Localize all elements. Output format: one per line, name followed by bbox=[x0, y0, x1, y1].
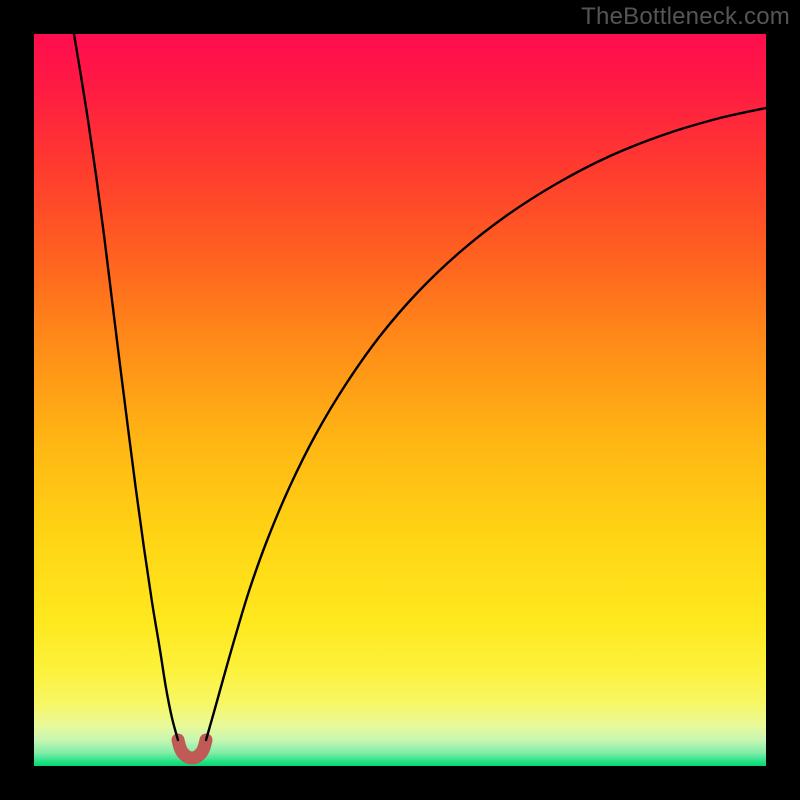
bottleneck-chart bbox=[0, 0, 800, 800]
inner-plot-area bbox=[34, 34, 766, 766]
watermark-text: TheBottleneck.com bbox=[581, 3, 790, 31]
chart-stage: TheBottleneck.com bbox=[0, 0, 800, 800]
